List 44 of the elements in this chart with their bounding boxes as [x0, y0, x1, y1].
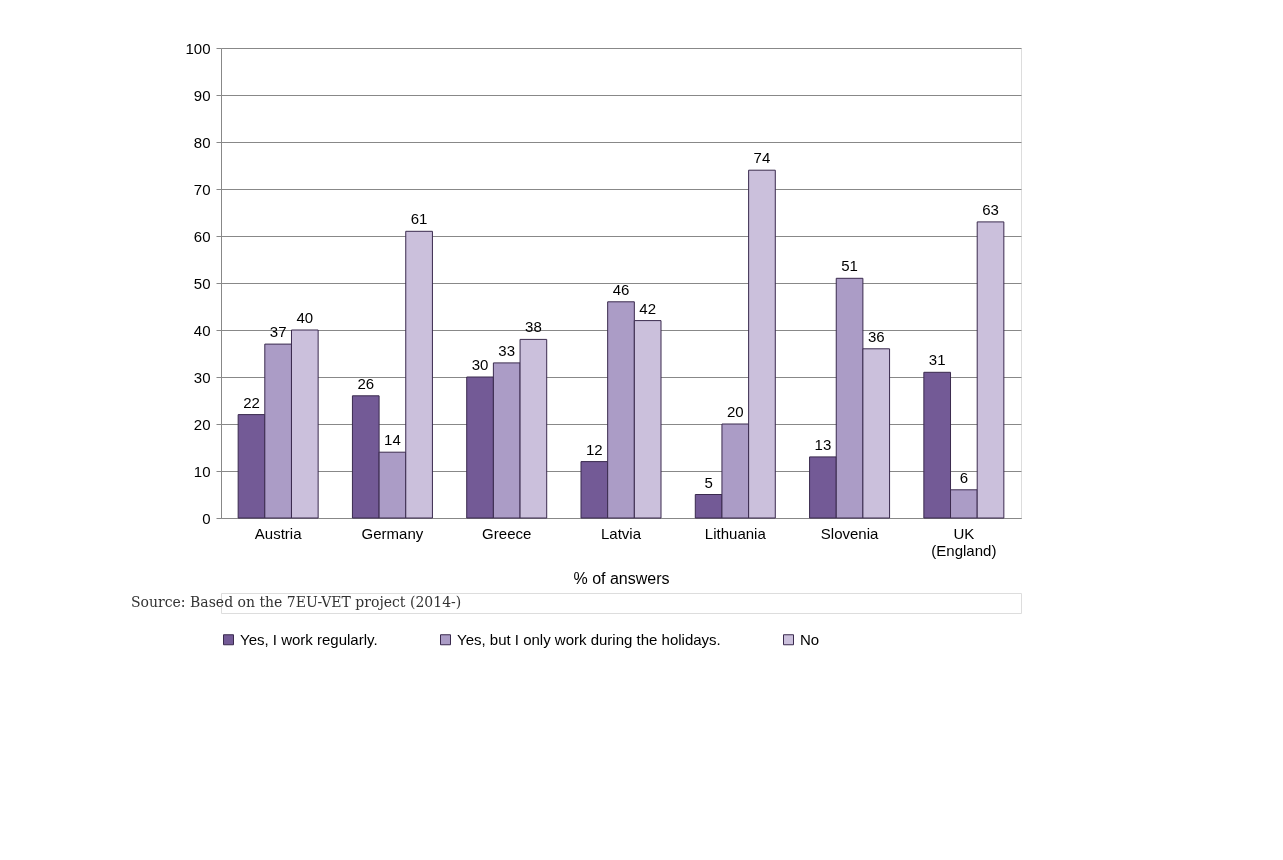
x-tick-label: Lithuania	[704, 524, 767, 542]
legend-label: Yes, but I only work during the holidays.	[457, 630, 721, 648]
source-note: Source: Based on the 7EU-VET project (2014-)	[131, 594, 462, 610]
data-label: 38	[525, 318, 542, 336]
data-label: 63	[982, 200, 999, 218]
x-tick-label: Austria	[254, 524, 303, 542]
data-label: 22	[243, 393, 260, 411]
x-tick-label: Greece	[482, 524, 532, 542]
x-tick-label: Germany	[361, 524, 424, 542]
data-label: 36	[867, 327, 885, 345]
y-tick-label: 30	[193, 368, 211, 386]
y-tick-label: 80	[193, 133, 211, 151]
data-label: 37	[269, 323, 287, 341]
y-tick-label: 90	[193, 86, 211, 104]
y-tick-label: 100	[185, 39, 211, 57]
y-tick-label: 0	[202, 509, 211, 527]
data-label: 20	[726, 403, 744, 420]
data-label: 30	[471, 356, 489, 373]
data-label: 5	[704, 473, 713, 491]
y-tick-label: 50	[193, 274, 211, 292]
x-tick-label: Slovenia	[820, 524, 879, 542]
data-label: 12	[585, 440, 603, 458]
data-label: 46	[612, 280, 630, 298]
data-label: 6	[959, 468, 969, 486]
data-label: 26	[357, 374, 375, 392]
data-label: 61	[410, 210, 428, 228]
y-tick-label: 40	[193, 321, 211, 339]
legend-label: No	[800, 630, 820, 648]
y-tick-label: 10	[193, 462, 211, 480]
x-tick-label: UK (England)	[931, 524, 997, 559]
y-tick-label: 70	[193, 180, 211, 198]
data-label: 74	[753, 149, 771, 167]
x-axis-title: % of answers	[573, 569, 670, 587]
x-tick-label: Latvia	[600, 524, 642, 542]
data-label: 42	[639, 299, 657, 317]
y-tick-label: 60	[193, 227, 211, 245]
data-label: 51	[841, 257, 858, 275]
y-tick-label: 20	[193, 415, 211, 433]
legend-label: Yes, I work regularly.	[240, 630, 378, 648]
data-label: 13	[814, 435, 832, 453]
data-label: 14	[384, 431, 401, 449]
data-label: 33	[498, 341, 516, 359]
data-label: 40	[296, 309, 314, 326]
data-label: 31	[928, 351, 946, 369]
